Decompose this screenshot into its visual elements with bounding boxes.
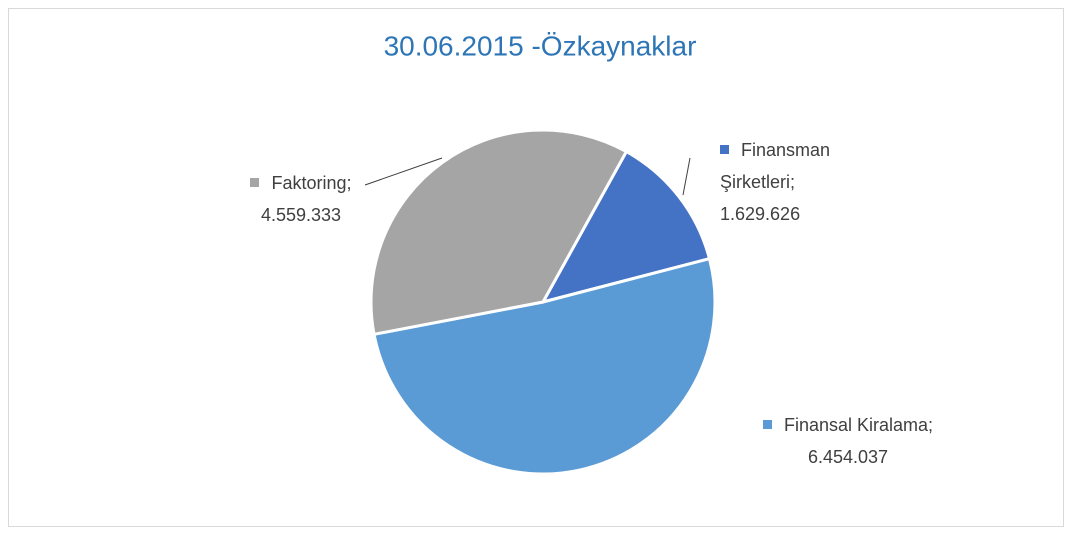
data-label-separator: ;	[790, 172, 796, 192]
data-label-separator: ;	[346, 173, 352, 193]
data-label: Finansal Kiralama; 6.454.037	[728, 409, 968, 473]
legend-marker	[762, 420, 772, 429]
data-label: Finansman Şirketleri; 1.629.626	[720, 134, 870, 230]
legend-marker	[720, 145, 729, 154]
data-label-category: Faktoring	[271, 173, 347, 193]
data-label-value: 6.454.037	[807, 447, 889, 467]
pie-slice	[539, 149, 712, 305]
chart-title: 30.06.2015 -Özkaynaklar	[384, 30, 697, 61]
data-label-separator: ;	[928, 415, 934, 435]
data-label-value: 4.559.333	[260, 205, 342, 225]
data-label-category: Finansman Şirketleri	[720, 140, 831, 192]
leader-line	[682, 157, 691, 196]
data-label: Faktoring; 4.559.333	[226, 167, 376, 231]
legend-marker	[250, 178, 260, 187]
data-label-value: 1.629.626	[720, 204, 801, 224]
pie-slice	[372, 256, 717, 476]
leader-line	[364, 157, 443, 186]
pie-slice	[369, 128, 629, 337]
data-label-category: Finansal Kiralama	[783, 415, 929, 435]
